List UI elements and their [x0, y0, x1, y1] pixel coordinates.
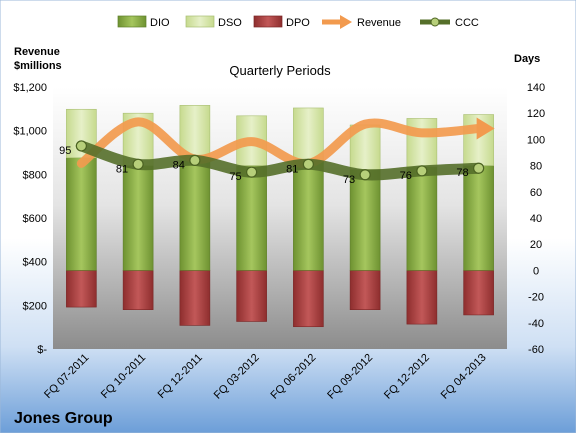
revenue-series: [76, 117, 495, 168]
right-tick-label: 140: [527, 82, 545, 94]
right-tick-label: -60: [528, 344, 544, 356]
left-tick-label: $800: [23, 169, 47, 181]
dio-bar: [349, 169, 381, 271]
legend-arrowhead: [340, 15, 352, 29]
right-tick-label: 60: [530, 187, 542, 199]
ccc-point: [359, 169, 371, 181]
right-tick-label: -20: [528, 292, 544, 304]
revenue-line: [76, 117, 484, 168]
dpo-bar: [406, 270, 438, 325]
ccc-point: [189, 154, 201, 166]
ccc-point: [416, 165, 428, 177]
ccc-data-label: 95: [59, 145, 71, 157]
ccc-data-label: 73: [343, 174, 355, 186]
dso-bar: [406, 118, 438, 168]
dpo-bar: [293, 270, 324, 328]
left-tick-label: $400: [23, 257, 47, 269]
dio-bar: [463, 165, 494, 271]
legend-swatch-dio: [117, 15, 147, 28]
ccc-data-label: 84: [173, 159, 185, 171]
left-axis-title-line1: Revenue: [14, 46, 60, 58]
company-name: Jones Group: [14, 410, 113, 427]
right-tick-label: 40: [530, 213, 542, 225]
legend-label-dso: DSO: [218, 17, 242, 29]
dpo-bar: [349, 270, 381, 310]
dio-bar: [406, 166, 438, 271]
ccc-data-label: 76: [400, 170, 412, 182]
right-tick-label: 20: [530, 239, 542, 251]
left-tick-label: $1,200: [13, 82, 47, 94]
right-axis: -60 -40 -20 0 20 40 60 80 100 120 140: [527, 82, 545, 356]
legend-label-ccc: CCC: [455, 17, 479, 29]
right-tick-label: 120: [527, 108, 545, 120]
legend-label-revenue: Revenue: [357, 17, 401, 29]
right-tick-label: 0: [533, 265, 539, 277]
ccc-data-label: 81: [116, 163, 128, 175]
right-tick-label: -40: [528, 318, 544, 330]
legend-swatch-dso: [185, 15, 215, 28]
ccc-point: [473, 162, 485, 174]
legend: DIO DSO DPO Revenue CCC: [117, 15, 479, 29]
ccc-point: [75, 140, 87, 152]
legend-ccc-marker: [430, 17, 440, 27]
legend-swatch-dpo: [253, 15, 283, 28]
dpo-bar: [179, 270, 211, 326]
legend-label-dpo: DPO: [286, 17, 310, 29]
left-tick-label: $600: [23, 213, 47, 225]
dpo-bar: [236, 270, 267, 322]
ccc-point: [302, 158, 314, 170]
ccc-series: 95 81 84 75 81 73 76 78: [59, 140, 485, 186]
dio-bar: [236, 165, 267, 271]
dpo-bar: [66, 270, 97, 308]
dpo-bar: [122, 270, 154, 310]
ccc-data-label: 81: [286, 163, 298, 175]
dio-bar: [122, 165, 154, 271]
chart-title: Quarterly Periods: [229, 63, 331, 78]
left-tick-label: $1,000: [13, 126, 47, 138]
revenue-arrowhead: [476, 117, 495, 140]
ccc-point: [246, 166, 258, 178]
right-tick-label: 80: [530, 161, 542, 173]
left-tick-label: $-: [37, 344, 47, 356]
dio-bar: [66, 157, 97, 271]
dio-bar: [293, 160, 324, 271]
left-tick-label: $200: [23, 300, 47, 312]
dpo-bar: [463, 270, 494, 316]
left-axis: $- $200 $400 $600 $800 $1,000 $1,200: [13, 82, 47, 356]
ccc-point: [132, 158, 144, 170]
dio-bar: [179, 160, 211, 271]
right-axis-title: Days: [514, 53, 540, 65]
ccc-data-label: 75: [229, 171, 241, 183]
legend-label-dio: DIO: [150, 17, 170, 29]
ccc-data-label: 78: [456, 167, 468, 179]
dso-bar: [293, 107, 324, 161]
right-tick-label: 100: [527, 134, 545, 146]
left-axis-title-line2: $millions: [14, 60, 62, 72]
